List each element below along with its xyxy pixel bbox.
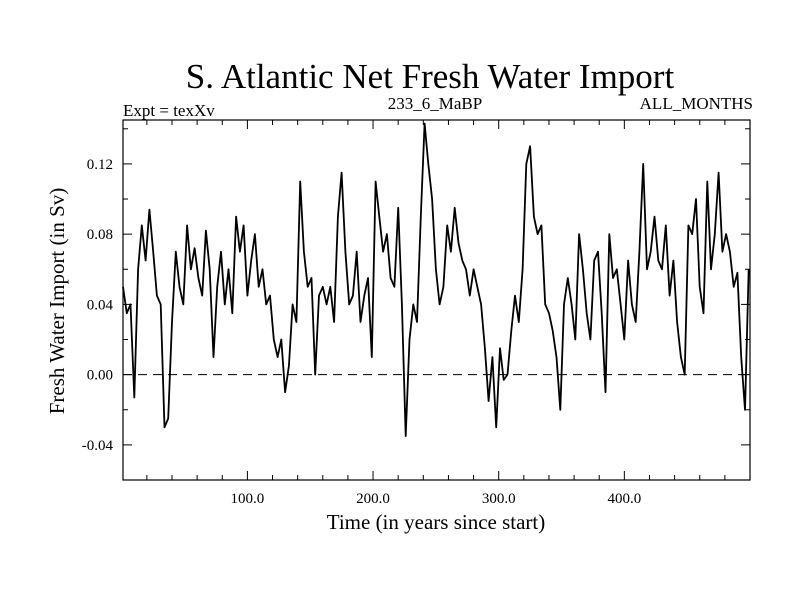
plot-frame (122, 119, 751, 481)
y-tick-label: 0.00 (87, 368, 113, 384)
chart-title: S. Atlantic Net Fresh Water Import (186, 57, 675, 96)
y-tick-label: 0.04 (87, 297, 114, 313)
series-line-0 (122, 122, 750, 438)
y-tick-label: 0.08 (87, 227, 113, 243)
y-tick-label: -0.04 (82, 438, 114, 454)
x-tick-label: 200.0 (356, 491, 390, 507)
header-right: ALL_MONTHS (640, 94, 753, 113)
header-left: Expt = texXv (123, 101, 215, 120)
x-ticks: 100.0 200.0 300.0 400.0 (146, 120, 751, 507)
y-ticks: -0.04 0.00 0.04 0.08 0.12 (82, 128, 750, 481)
header-center: 233_6_MaBP (388, 94, 482, 113)
x-axis-label: Time (in years since start) (327, 510, 546, 534)
x-tick-label: 400.0 (607, 491, 641, 507)
y-tick-label: 0.12 (87, 157, 113, 173)
x-tick-label: 100.0 (231, 491, 265, 507)
series-layer (122, 122, 750, 438)
y-axis-label: Fresh Water Import (in Sv) (45, 188, 69, 415)
x-tick-label: 300.0 (482, 491, 516, 507)
